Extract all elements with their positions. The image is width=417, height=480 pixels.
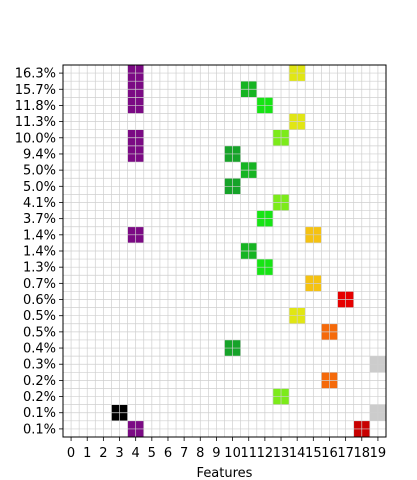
y-tick-label: 1.4% [23, 245, 56, 260]
y-tick-label: 0.1% [23, 406, 56, 421]
x-tick-label: 10 [224, 446, 241, 461]
x-tick-label: 3 [115, 446, 123, 461]
x-tick-label: 16 [321, 446, 338, 461]
x-tick-label: 6 [164, 446, 172, 461]
y-tick-label: 1.3% [23, 261, 56, 276]
x-tick-label: 15 [305, 446, 322, 461]
y-tick-label: 16.3% [15, 67, 56, 82]
y-tick-label: 0.2% [23, 374, 56, 389]
x-tick-label: 8 [196, 446, 204, 461]
x-tick-label: 19 [370, 446, 387, 461]
y-tick-label: 10.0% [15, 131, 56, 146]
y-tick-label: 11.3% [15, 115, 56, 130]
y-tick-label: 15.7% [15, 83, 56, 98]
x-tick-label: 9 [212, 446, 220, 461]
y-tick-label: 0.7% [23, 277, 56, 292]
y-tick-label: 0.5% [23, 325, 56, 340]
y-tick-label: 5.0% [23, 164, 56, 179]
y-tick-label: 0.3% [23, 358, 56, 373]
heatmap-cells [111, 65, 386, 437]
x-tick-label: 13 [273, 446, 290, 461]
y-tick-label: 1.4% [23, 228, 56, 243]
x-tick-label: 11 [240, 446, 257, 461]
x-tick-label: 5 [148, 446, 156, 461]
y-tick-label: 9.4% [23, 147, 56, 162]
x-tick-label: 2 [99, 446, 107, 461]
x-axis-title: Features [197, 466, 253, 480]
x-tick-label: 12 [257, 446, 274, 461]
x-tick-label: 14 [289, 446, 306, 461]
y-tick-label: 0.5% [23, 309, 56, 324]
x-axis: 0 1 2 3 4 5 6 7 8 9 10 11 12 13 14 15 16 17 18 19 [67, 437, 386, 461]
x-tick-label: 7 [180, 446, 188, 461]
y-axis: 16.3%15.7%11.8%11.3%10.0%9.4%5.0%5.0%4.1… [15, 67, 63, 437]
x-tick-label: 1 [83, 446, 91, 461]
y-tick-label: 3.7% [23, 212, 56, 227]
y-tick-label: 0.1% [23, 422, 56, 437]
x-tick-label: 18 [354, 446, 371, 461]
y-tick-label: 11.8% [15, 99, 56, 114]
y-tick-label: 0.2% [23, 390, 56, 405]
y-tick-label: 0.4% [23, 342, 56, 357]
x-tick-label: 0 [67, 446, 75, 461]
x-tick-label: 17 [337, 446, 354, 461]
y-tick-label: 4.1% [23, 196, 56, 211]
y-tick-label: 5.0% [23, 180, 56, 195]
x-tick-label: 4 [132, 446, 140, 461]
grid-lines [63, 65, 386, 437]
y-tick-label: 0.6% [23, 293, 56, 308]
